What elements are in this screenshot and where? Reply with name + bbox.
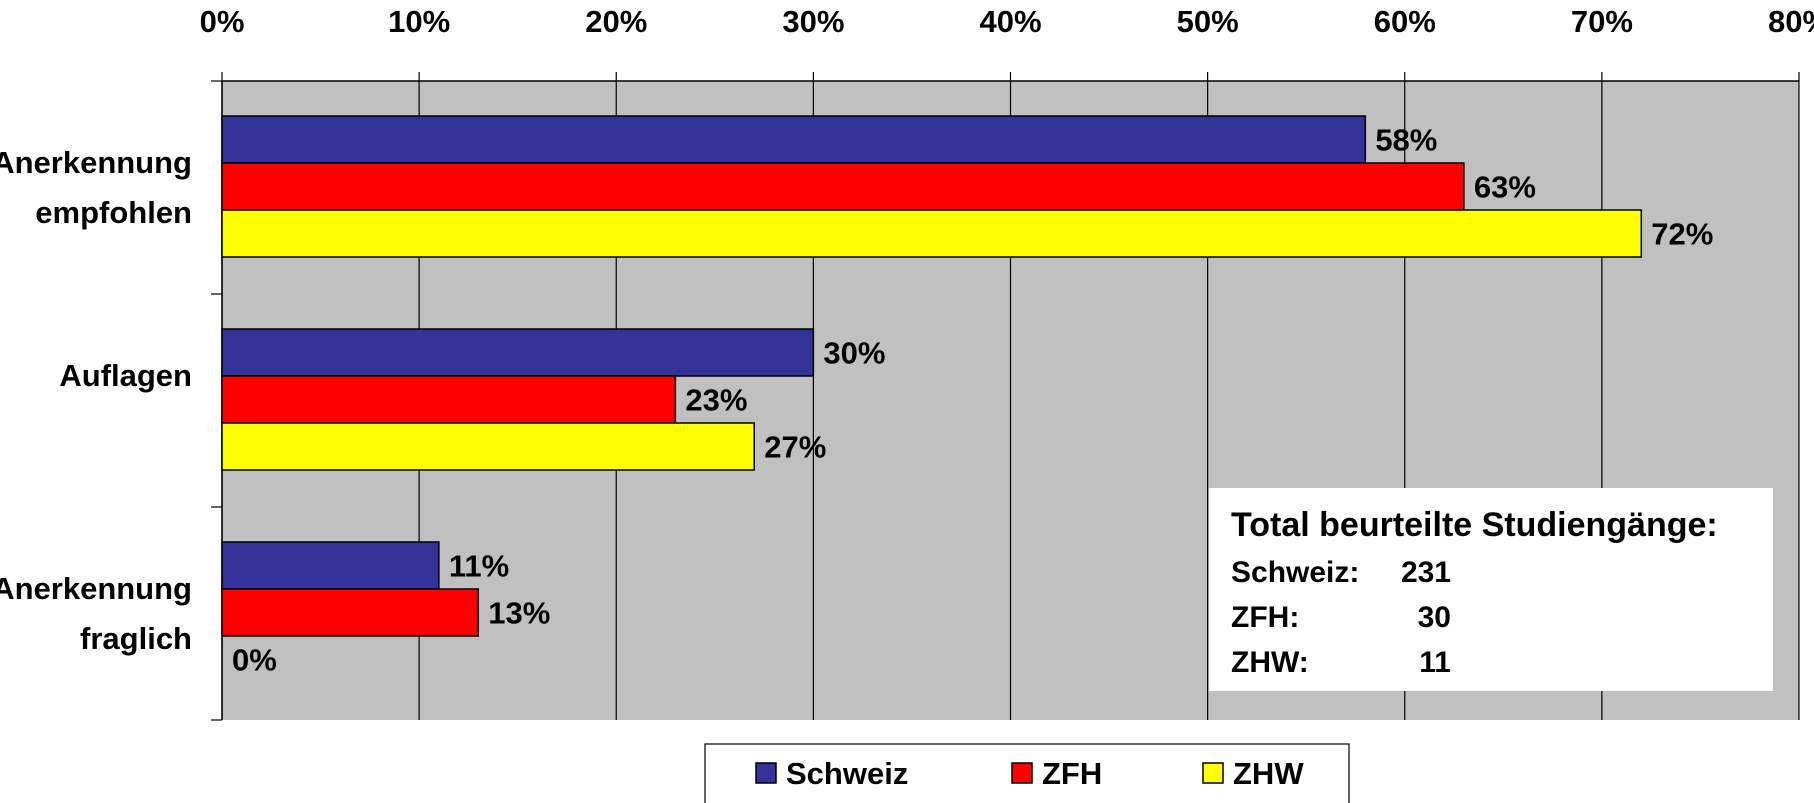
- legend-label: ZHW: [1233, 756, 1304, 791]
- data-label: 27%: [764, 430, 826, 465]
- annotation-row: ZHW: 11: [1231, 640, 1751, 685]
- annotation-value: 231: [1400, 556, 1451, 589]
- legend-swatch: [1202, 762, 1224, 784]
- bar: [221, 375, 677, 424]
- data-label: 11%: [449, 549, 509, 584]
- annotation-value: 30: [1417, 601, 1451, 634]
- legend-label: Schweiz: [786, 756, 908, 791]
- annotation-label: ZFH:: [1231, 601, 1300, 634]
- x-tick-label: 40%: [979, 4, 1041, 39]
- data-label: 30%: [823, 336, 885, 371]
- data-label: 63%: [1474, 170, 1536, 205]
- annotation-box: Total beurteilte Studiengänge: Schweiz: 2…: [1209, 488, 1773, 691]
- y-tick-label: Anerkennung fraglich: [0, 570, 192, 656]
- bar: [221, 422, 755, 471]
- bar: [221, 541, 440, 590]
- data-label: 13%: [488, 596, 550, 631]
- annotation-value: 11: [1419, 646, 1451, 679]
- x-tick-label: 10%: [388, 4, 450, 39]
- legend-swatch: [1011, 762, 1033, 784]
- annotation-label: Schweiz:: [1231, 556, 1360, 589]
- data-label: 58%: [1375, 123, 1437, 158]
- x-tick-label: 20%: [585, 4, 647, 39]
- bar: [221, 588, 480, 637]
- x-tick-label: 70%: [1571, 4, 1633, 39]
- y-tick-label: Auflagen: [59, 357, 192, 393]
- bar: [221, 209, 1643, 258]
- data-label: 23%: [685, 383, 747, 418]
- x-tick-label: 0%: [200, 4, 245, 39]
- x-tick-label: 30%: [782, 4, 844, 39]
- bar: [221, 162, 1465, 211]
- annotation-row: Schweiz: 231: [1231, 550, 1751, 595]
- annotation-label: ZHW:: [1231, 646, 1309, 679]
- bar: [221, 115, 1367, 164]
- annotation-title: Total beurteilte Studiengänge:: [1231, 506, 1718, 544]
- x-tick-label: 50%: [1177, 4, 1239, 39]
- legend-swatch: [755, 762, 777, 784]
- data-label: 0%: [232, 643, 277, 678]
- x-tick-label: 60%: [1374, 4, 1436, 39]
- bar: [221, 328, 815, 377]
- x-tick-label: 80%: [1768, 4, 1814, 39]
- annotation-row: ZFH: 30: [1231, 595, 1751, 640]
- data-label: 72%: [1651, 217, 1713, 252]
- y-tick-label: Anerkennung empfohlen: [0, 144, 192, 230]
- legend-label: ZFH: [1042, 756, 1102, 791]
